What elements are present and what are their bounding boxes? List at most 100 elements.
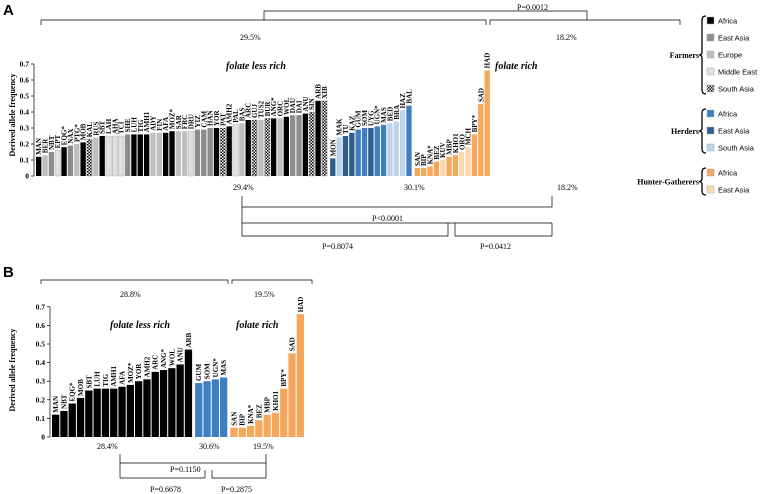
panel-b-bar-nbt (60, 410, 68, 437)
legend-group-herders: Herders (671, 127, 699, 136)
panel-a-bar-tci (118, 135, 125, 177)
panel-a-bar-label: ANG* (270, 97, 278, 117)
panel-b-bar-label: NBT (60, 394, 68, 409)
panel-b-top-percent-right: 19.5% (254, 290, 275, 299)
panel-a-bar-yor (213, 128, 220, 176)
panel-b-bar-bpy-star (280, 388, 288, 437)
panel-b-bottom-percent-farmers: 28.4% (97, 442, 118, 451)
panel-a-bar-label: BED (386, 107, 394, 121)
panel-b-bar-som (203, 381, 211, 437)
panel-a-bar-cam (201, 129, 207, 176)
legend-brace (698, 108, 707, 154)
panel-a-ylabel: Derived allele frequency (8, 74, 17, 157)
panel-a-bar-label: RUS (92, 121, 100, 135)
panel-a-bar-ang-star (270, 118, 277, 176)
panel-a-bar-label: BAS (238, 107, 246, 121)
panel-a-bar-label: MOB (80, 123, 88, 140)
panel-a-bar-label: BIP (420, 154, 428, 166)
panel-a-bar-tig (137, 134, 143, 176)
panel-b-bar-label: AMH2 (143, 356, 151, 377)
panel-b-bar-sbt (85, 390, 93, 437)
panel-b-bar-label: ANG* (160, 348, 168, 368)
legend-item-label: South Asia (718, 85, 755, 94)
panel-a-bar-label: UGN* (374, 105, 382, 125)
panel-b-pvalue-bracket-1 (119, 454, 267, 464)
panel-b-bar-luh (93, 388, 101, 437)
panel-b-bar-kho1 (271, 412, 280, 437)
panel-b-bar-label: SAD (289, 337, 297, 351)
panel-a-bar-ugn-star (374, 126, 380, 176)
panel-a-bar-rus (93, 137, 99, 176)
panel-a-bar-eqg-star (61, 147, 67, 176)
panel-a-bar-ptg-star (74, 144, 80, 176)
panel-a-bar-label: SAR (175, 114, 183, 129)
panel-b-bar-san (230, 427, 238, 437)
panel-a-bar-label: BAL (405, 89, 413, 104)
panel-a-bar-label: YIZ (194, 115, 202, 128)
panel-b-bar-ang-star (159, 370, 168, 437)
panel-a-bar-label: AFA (162, 117, 170, 131)
panel-a-bar-label: EQG* (61, 126, 69, 146)
legend-item-label: East Asia (718, 186, 750, 195)
panel-a-bar-xib (321, 100, 328, 177)
panel-a-bar-label: DAU (289, 98, 297, 113)
panel-b-bar-label: MAS (220, 360, 228, 376)
panel-a-bar-kuv (440, 160, 446, 176)
panel-b-bar-label: ANU (177, 347, 185, 362)
panel-b-pvalue-farm-vs-herd: P=0.6678 (150, 485, 181, 494)
panel-a-bar-nax (67, 145, 74, 176)
legend-brace (698, 15, 707, 95)
panel-b-top-bracket-left (40, 279, 229, 284)
panel-b-bar-arb (184, 349, 193, 437)
panel-b-bar-label: BPY* (280, 369, 288, 387)
panel-a-bar-label: NBT (48, 135, 56, 150)
legend-swatch (706, 185, 715, 194)
panel-a-bar-label: FIN (156, 119, 164, 131)
panel-a-bar-she (124, 134, 131, 176)
panel-b-bottom-percent-hunters: 19.5% (253, 442, 274, 451)
legend-swatch (706, 33, 715, 42)
panel-b-bar-label: GUM (195, 364, 203, 382)
panel-a-bar-label: MOZ* (169, 108, 177, 129)
panel-b-bar-label: KNA* (247, 404, 255, 424)
panel-b-y-tick-label: 0.4 (36, 358, 46, 367)
panel-a-pvalue-farm-vs-herd: P=0.8074 (322, 242, 353, 251)
panel-a-bar-label: PAL (232, 109, 240, 123)
panel-a-bar-label: MAS (380, 107, 388, 123)
panel-b-y-tick-label: 0.7 (36, 302, 46, 311)
panel-a-bar-san (414, 168, 420, 176)
panel-a-bar-label: BER (42, 138, 50, 153)
panel-b-bar-label: SBT (85, 375, 93, 389)
panel-a-bar-label: SIN (308, 98, 316, 110)
panel-a-bar-label: KAZ (348, 115, 356, 131)
panel-a-bar-mob (80, 142, 86, 176)
legend-item-label: South Asia (718, 144, 755, 153)
panel-b-bar-label: TIG (102, 373, 110, 386)
panel-a-bar-arb (315, 100, 321, 176)
panel-a-bar-sbt (99, 136, 105, 176)
legend-item-label: East Asia (718, 34, 750, 43)
panel-a-bar-afa (163, 132, 169, 176)
panel-b-bar-label: AMH1 (110, 366, 118, 387)
panel-a-bar-label: KHO1 (452, 133, 460, 153)
panel-a-y-axis: 0 0.1 0.2 0.3 0.4 0.5 0.6 0.7 (20, 60, 35, 181)
panel-a-bar-label: FRC (181, 115, 189, 129)
panel-b-bar-afa (118, 386, 126, 437)
panel-a-bar-uyg (368, 128, 374, 176)
panel-b-bar-arc (151, 371, 159, 437)
panel-a-bar-label: HAD (484, 53, 492, 69)
panel-a-bar-label: TCI (118, 121, 126, 134)
panel-a-bar-gum (355, 129, 361, 176)
panel-a-bar-label: SAD (477, 88, 485, 102)
panel-a-bar-guj (251, 119, 258, 177)
panel-a-bar-label: ANU (302, 96, 310, 111)
panel-a-bar-label: LAH (105, 118, 113, 134)
panel-b-bar-gum (195, 383, 203, 437)
panel-a-bar-kal (86, 138, 93, 177)
panel-b-bar-label: SAN (230, 412, 238, 426)
panel-a-bar-label: DAI (296, 100, 304, 113)
panel-b-bar-mbp (263, 414, 271, 437)
panel-b-pvalue-herd-vs-hunt: P=0.2875 (221, 485, 252, 494)
panel-a-bar-label: AMH1 (143, 111, 151, 132)
panel-a-top-pvalue-bracket (263, 10, 588, 20)
